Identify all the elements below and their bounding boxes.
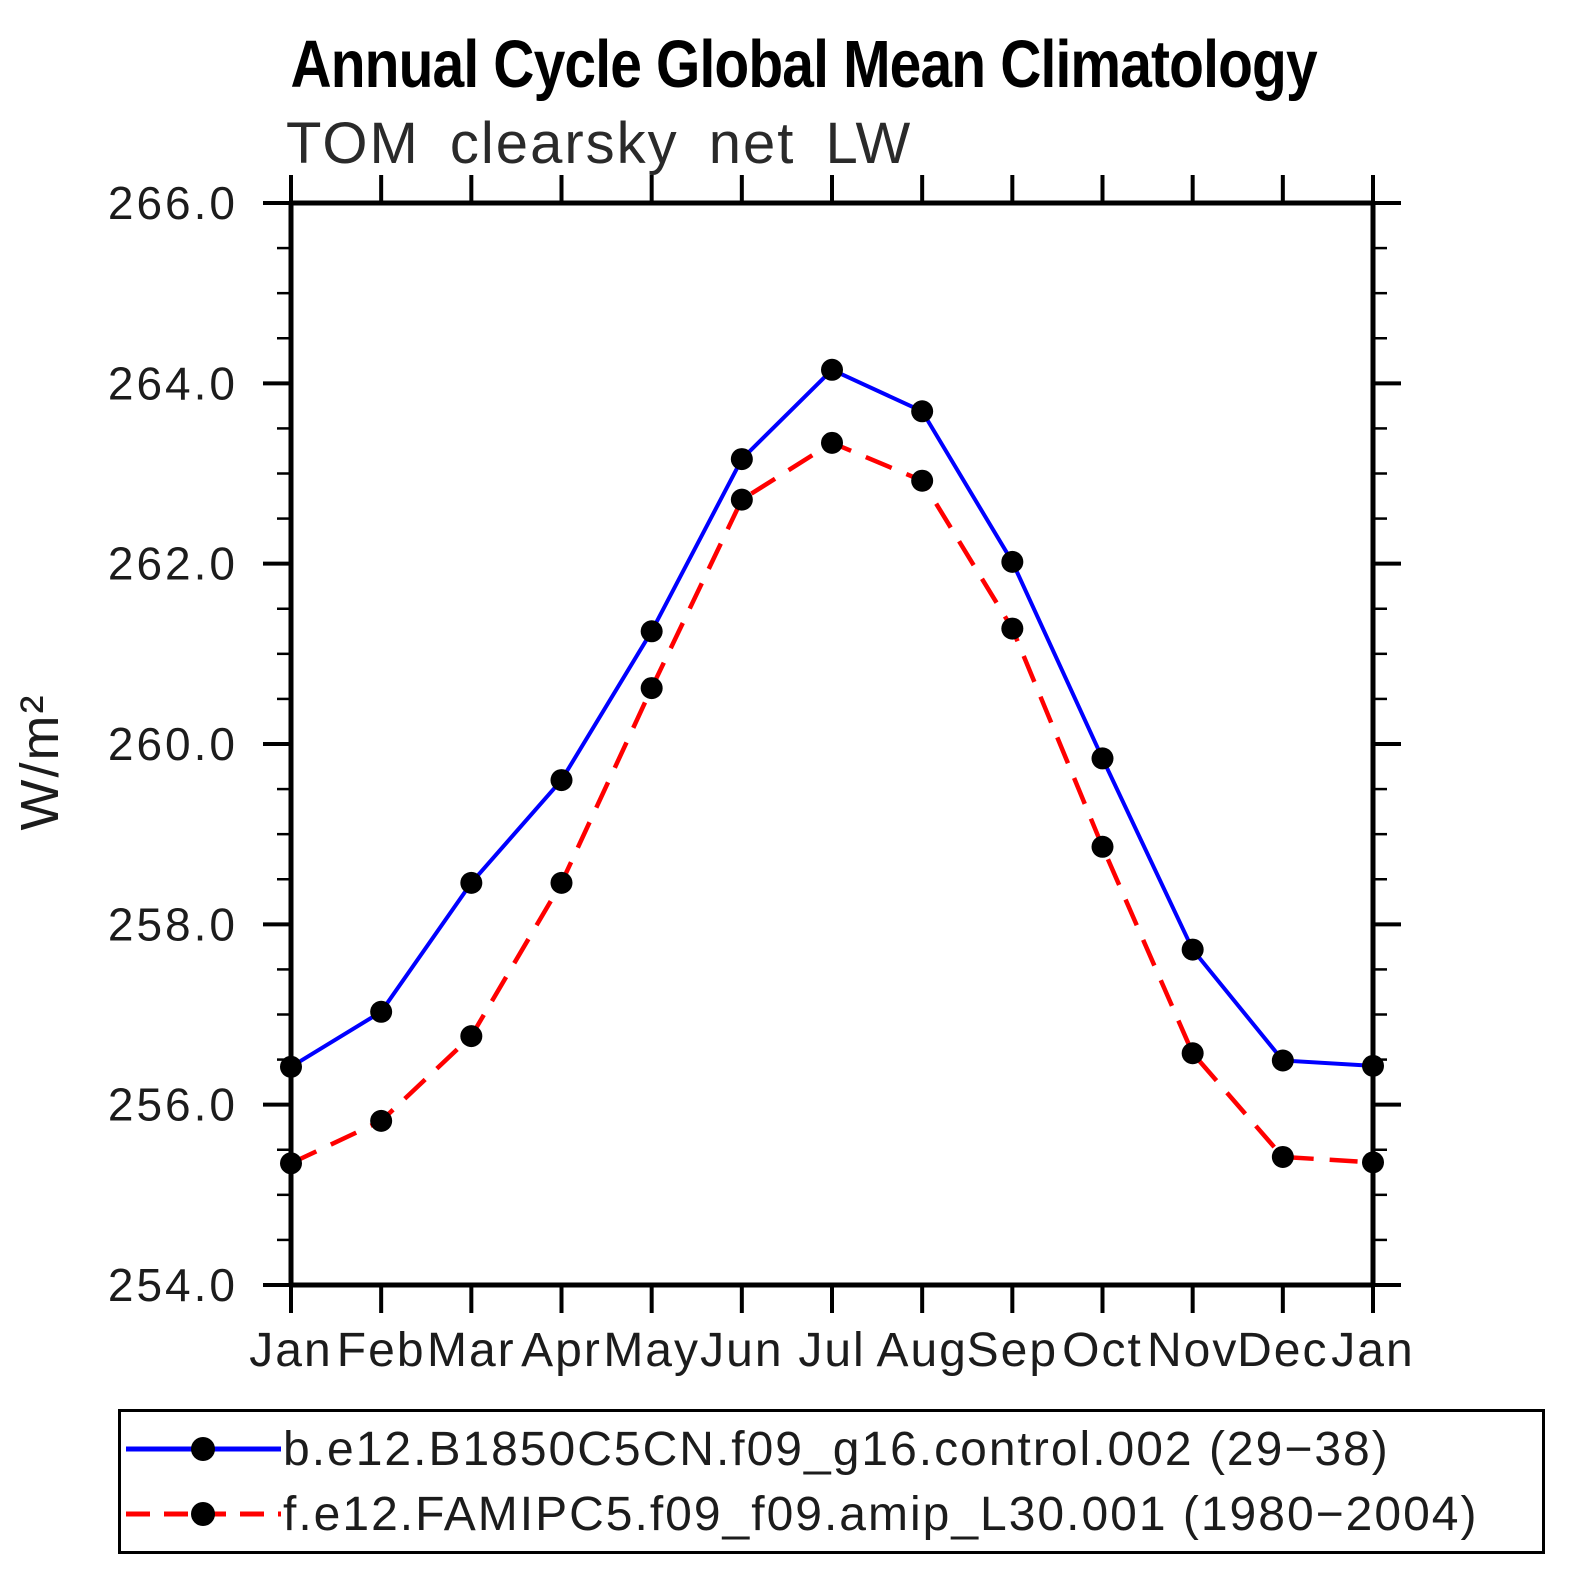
series-line-1 [290,440,1374,1166]
data-point-marker-s1 [550,871,573,894]
data-point-marker-s1 [640,677,663,700]
data-point-marker-s0 [1001,550,1024,573]
data-point-marker-s1 [730,488,753,511]
data-point-marker-s0 [911,400,934,423]
y-axis-title: W/m² [10,694,70,831]
x-tick-label: Aug [876,1324,967,1377]
x-tick-label: Mar [427,1324,516,1377]
data-point-marker-s0 [640,620,663,643]
y-tick-label: 264.0 [108,357,238,409]
data-point-marker-s0 [280,1055,302,1078]
data-point-marker-s1 [280,1152,302,1175]
x-tick-label: May [603,1324,700,1377]
data-point-marker-s0 [1181,938,1204,961]
data-point-marker-s0 [730,448,753,471]
series-line-0 [289,367,1374,1069]
legend-item-series-0: b.e12.B1850C5CN.f09_g16.control.002 (29−… [121,1422,1542,1476]
data-point-marker-s1 [460,1025,483,1048]
data-point-marker-s0 [370,1000,393,1023]
legend-line-sample-dashed-icon [126,1502,281,1526]
x-tick-label: Oct [1062,1324,1143,1377]
data-point-marker-s1 [1362,1151,1384,1174]
legend: b.e12.B1850C5CN.f09_g16.control.002 (29−… [118,1409,1545,1554]
data-point-marker-s1 [1181,1042,1204,1065]
y-tick-label: 260.0 [108,718,238,770]
legend-line-sample-solid-icon [126,1437,281,1461]
legend-item-series-1: f.e12.FAMIPC5.f09_f09.amip_L30.001 (1980… [121,1487,1542,1541]
x-tick-label: Jul [798,1324,865,1377]
x-tick-label: Jan [1331,1324,1414,1377]
y-tick-label: 266.0 [108,177,238,229]
x-tick-label: Jan [249,1324,332,1377]
y-tick-label: 256.0 [108,1079,238,1131]
x-tick-label: Sep [967,1324,1058,1377]
data-point-marker-s0 [460,871,483,894]
x-tick-label: Nov [1147,1324,1238,1377]
x-tick-label: Apr [521,1324,602,1377]
x-tick-label: Feb [337,1324,426,1377]
data-point-marker-s0 [1091,747,1114,770]
data-point-marker-s0 [1362,1054,1384,1077]
data-point-marker-s0 [550,769,573,792]
data-point-marker-s0 [821,358,843,381]
data-point-marker-s1 [1271,1145,1294,1168]
y-tick-label: 258.0 [108,898,238,950]
data-point-marker-s1 [1001,617,1024,640]
y-tick-label: 262.0 [108,538,238,590]
x-tick-label: Jun [700,1324,783,1377]
data-point-marker-s1 [911,469,934,492]
chart-subtitle: TOM clearsky net LW [286,111,913,176]
x-tick-label: Dec [1237,1324,1328,1377]
legend-label-series-0: b.e12.B1850C5CN.f09_g16.control.002 (29−… [283,1422,1390,1476]
data-point-marker-s0 [1271,1049,1294,1072]
data-point-marker-s1 [370,1109,393,1132]
data-point-marker-s1 [1091,835,1114,858]
chart-title: Annual Cycle Global Mean Climatology [290,27,1317,102]
y-tick-label: 254.0 [108,1259,238,1311]
data-point-marker-s1 [821,431,843,454]
legend-label-series-1: f.e12.FAMIPC5.f09_f09.amip_L30.001 (1980… [283,1487,1479,1541]
